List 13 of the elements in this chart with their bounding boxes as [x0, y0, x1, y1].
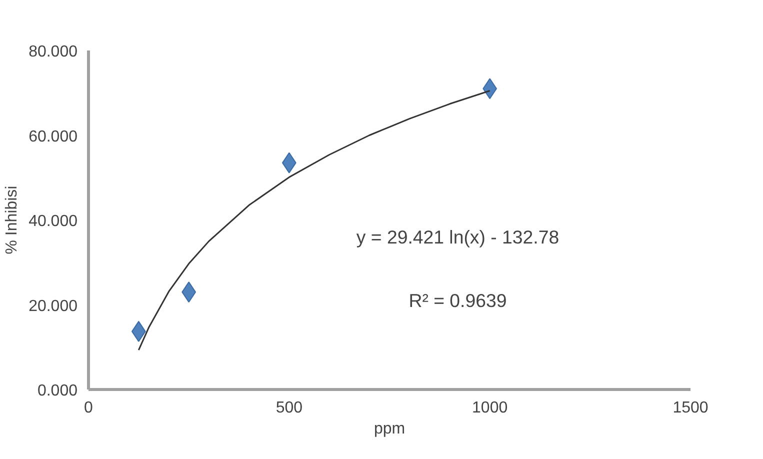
annotation: y = 29.421 ln(x) - 132.78 — [356, 226, 560, 248]
x-tick-label: 500 — [276, 400, 303, 416]
y-tick-label: 80.000 — [28, 44, 78, 60]
x-tick-label: 1000 — [472, 400, 508, 416]
y-axis-title: % Inhibisi — [4, 186, 21, 254]
x-tick-label: 0 — [84, 400, 94, 416]
x-axis-title: ppm — [374, 420, 406, 438]
annotation: R² = 0.9639 — [408, 290, 507, 312]
y-tick-label: 60.000 — [28, 128, 78, 146]
x-tick-label: 1500 — [672, 400, 708, 416]
y-tick-label: 0.000 — [37, 382, 78, 400]
y-tick-label: 40.000 — [28, 213, 78, 230]
y-tick-label: 20.000 — [28, 298, 78, 315]
